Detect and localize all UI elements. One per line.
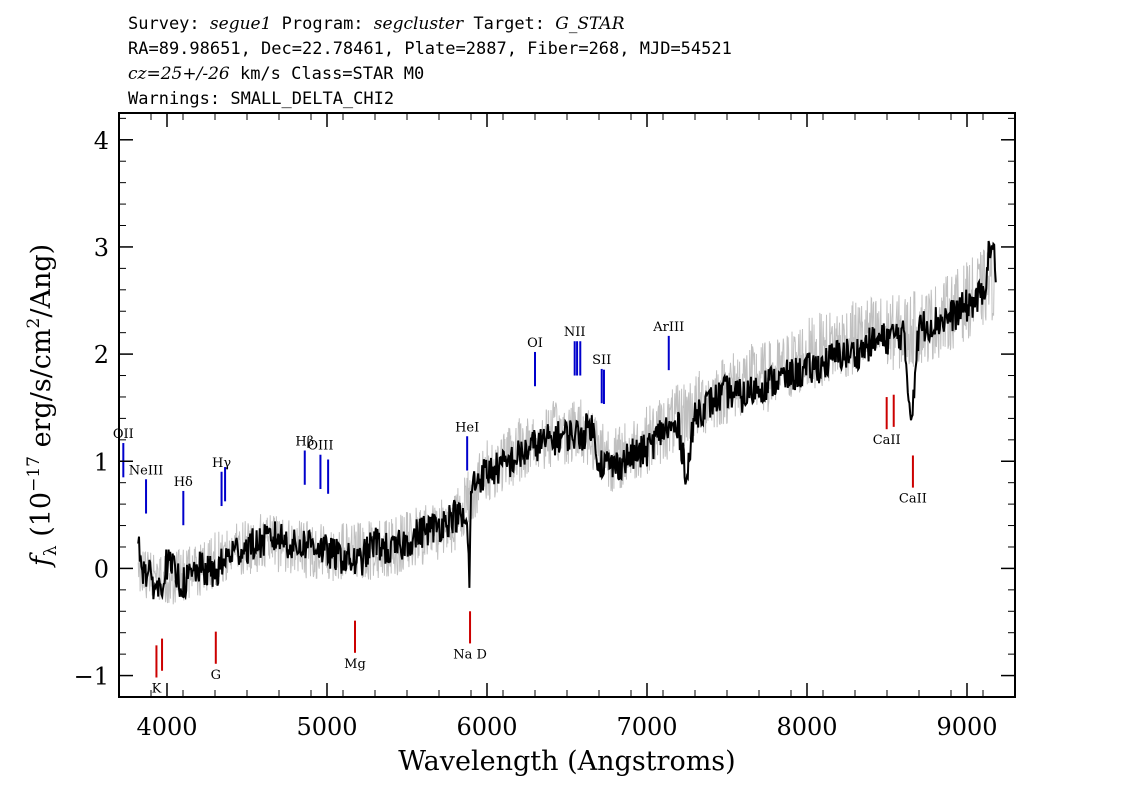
header-line-4: Warnings: SMALL_DELTA_CHI2: [128, 89, 395, 109]
y-axis-title: fλ (10−17 erg/s/cm2/Ang): [24, 244, 61, 568]
x-tick-label: 4000: [136, 713, 197, 741]
emission-line-label: OI: [527, 336, 543, 351]
x-tick-label: 6000: [456, 713, 517, 741]
absorption-line-label: K: [152, 681, 162, 696]
emission-line-label: NII: [564, 325, 586, 340]
x-axis-title: Wavelength (Angstroms): [398, 746, 735, 777]
y-tick-label: 4: [94, 127, 109, 155]
class-info: km/s Class=STAR M0: [239, 64, 425, 84]
survey-label: Survey:: [128, 14, 200, 34]
spectral-line-markers: OIINeIIIHδHγHβOIIIHeIOINIISIIArIIIKGMgNa…: [113, 320, 927, 697]
flux-series: [137, 240, 997, 601]
program-value: segcluster: [373, 14, 464, 34]
redshift-value: cz=25+/-26: [128, 64, 230, 84]
emission-line-label: Hδ: [174, 475, 193, 490]
y-tick-label: 1: [94, 448, 109, 476]
y-tick-label: 3: [94, 234, 109, 262]
emission-line-label: Hγ: [212, 456, 231, 471]
y-axis-title-text: fλ (10−17 erg/s/cm2/Ang): [24, 244, 61, 568]
x-tick-label: 5000: [296, 713, 357, 741]
x-tick-label: 8000: [776, 713, 837, 741]
program-label: Program:: [281, 14, 364, 34]
plot-frame: [118, 112, 1016, 698]
y-tick-label: 0: [94, 555, 109, 583]
header-line-2: RA=89.98651, Dec=22.78461, Plate=2887, F…: [128, 39, 732, 59]
header-line-3: cz=25+/-26 km/s Class=STAR M0: [128, 64, 424, 84]
emission-line-label: OIII: [307, 439, 333, 454]
absorption-line-label: CaII: [899, 492, 927, 507]
target-label: Target:: [473, 14, 546, 34]
absorption-line-label: Mg: [344, 657, 366, 672]
survey-value: segue1: [209, 14, 272, 34]
target-value: G_STAR: [555, 14, 625, 34]
emission-line-label: SII: [592, 353, 611, 368]
x-tick-label: 9000: [936, 713, 997, 741]
absorption-line-label: G: [211, 668, 221, 683]
absorption-line-label: Na D: [453, 647, 487, 662]
absorption-line-label: CaII: [873, 433, 901, 448]
flux-line: [137, 240, 997, 601]
emission-line-label: Hβ: [295, 434, 314, 449]
x-tick-label: 7000: [616, 713, 677, 741]
emission-line-label: HeI: [455, 420, 479, 435]
emission-line-label: ArIII: [652, 320, 684, 335]
y-tick-label: 2: [94, 341, 109, 369]
header-line-1: Survey: segue1 Program: segcluster Targe…: [128, 14, 625, 34]
axis-ticks: 4000 5000 6000 7000 8000 9000 −1 0 1 2 3 4: [74, 113, 1016, 741]
emission-line-label: NeIII: [129, 463, 163, 478]
y-tick-label: −1: [74, 663, 109, 691]
